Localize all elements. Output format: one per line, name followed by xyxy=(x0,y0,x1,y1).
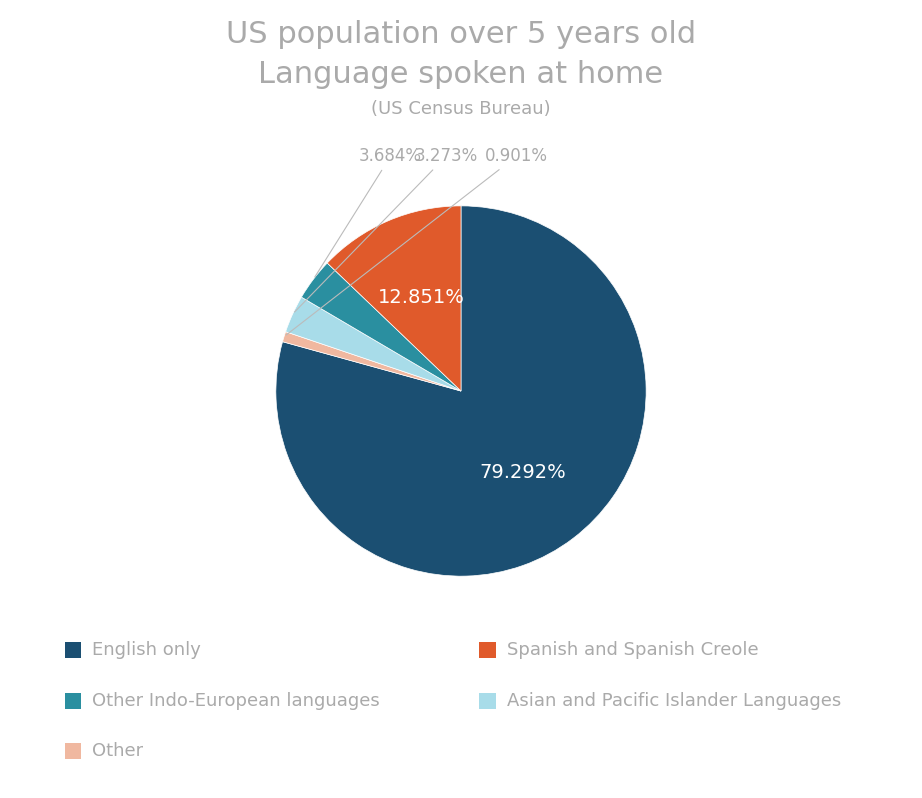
Text: Other Indo-European languages: Other Indo-European languages xyxy=(92,692,380,709)
Wedge shape xyxy=(301,263,461,391)
Text: 3.273%: 3.273% xyxy=(295,147,478,312)
Text: 0.901%: 0.901% xyxy=(286,147,548,335)
Wedge shape xyxy=(282,332,461,391)
Text: US population over 5 years old: US population over 5 years old xyxy=(226,20,696,49)
Text: (US Census Bureau): (US Census Bureau) xyxy=(372,100,550,118)
Text: 12.851%: 12.851% xyxy=(378,288,465,307)
Wedge shape xyxy=(327,206,461,391)
Text: English only: English only xyxy=(92,642,201,659)
Text: 79.292%: 79.292% xyxy=(479,463,566,481)
Text: Other: Other xyxy=(92,742,143,760)
Text: Spanish and Spanish Creole: Spanish and Spanish Creole xyxy=(507,642,759,659)
Wedge shape xyxy=(276,206,646,576)
Wedge shape xyxy=(286,297,461,391)
Text: 3.684%: 3.684% xyxy=(314,147,422,277)
Text: Language spoken at home: Language spoken at home xyxy=(258,60,664,89)
Text: Asian and Pacific Islander Languages: Asian and Pacific Islander Languages xyxy=(507,692,842,709)
